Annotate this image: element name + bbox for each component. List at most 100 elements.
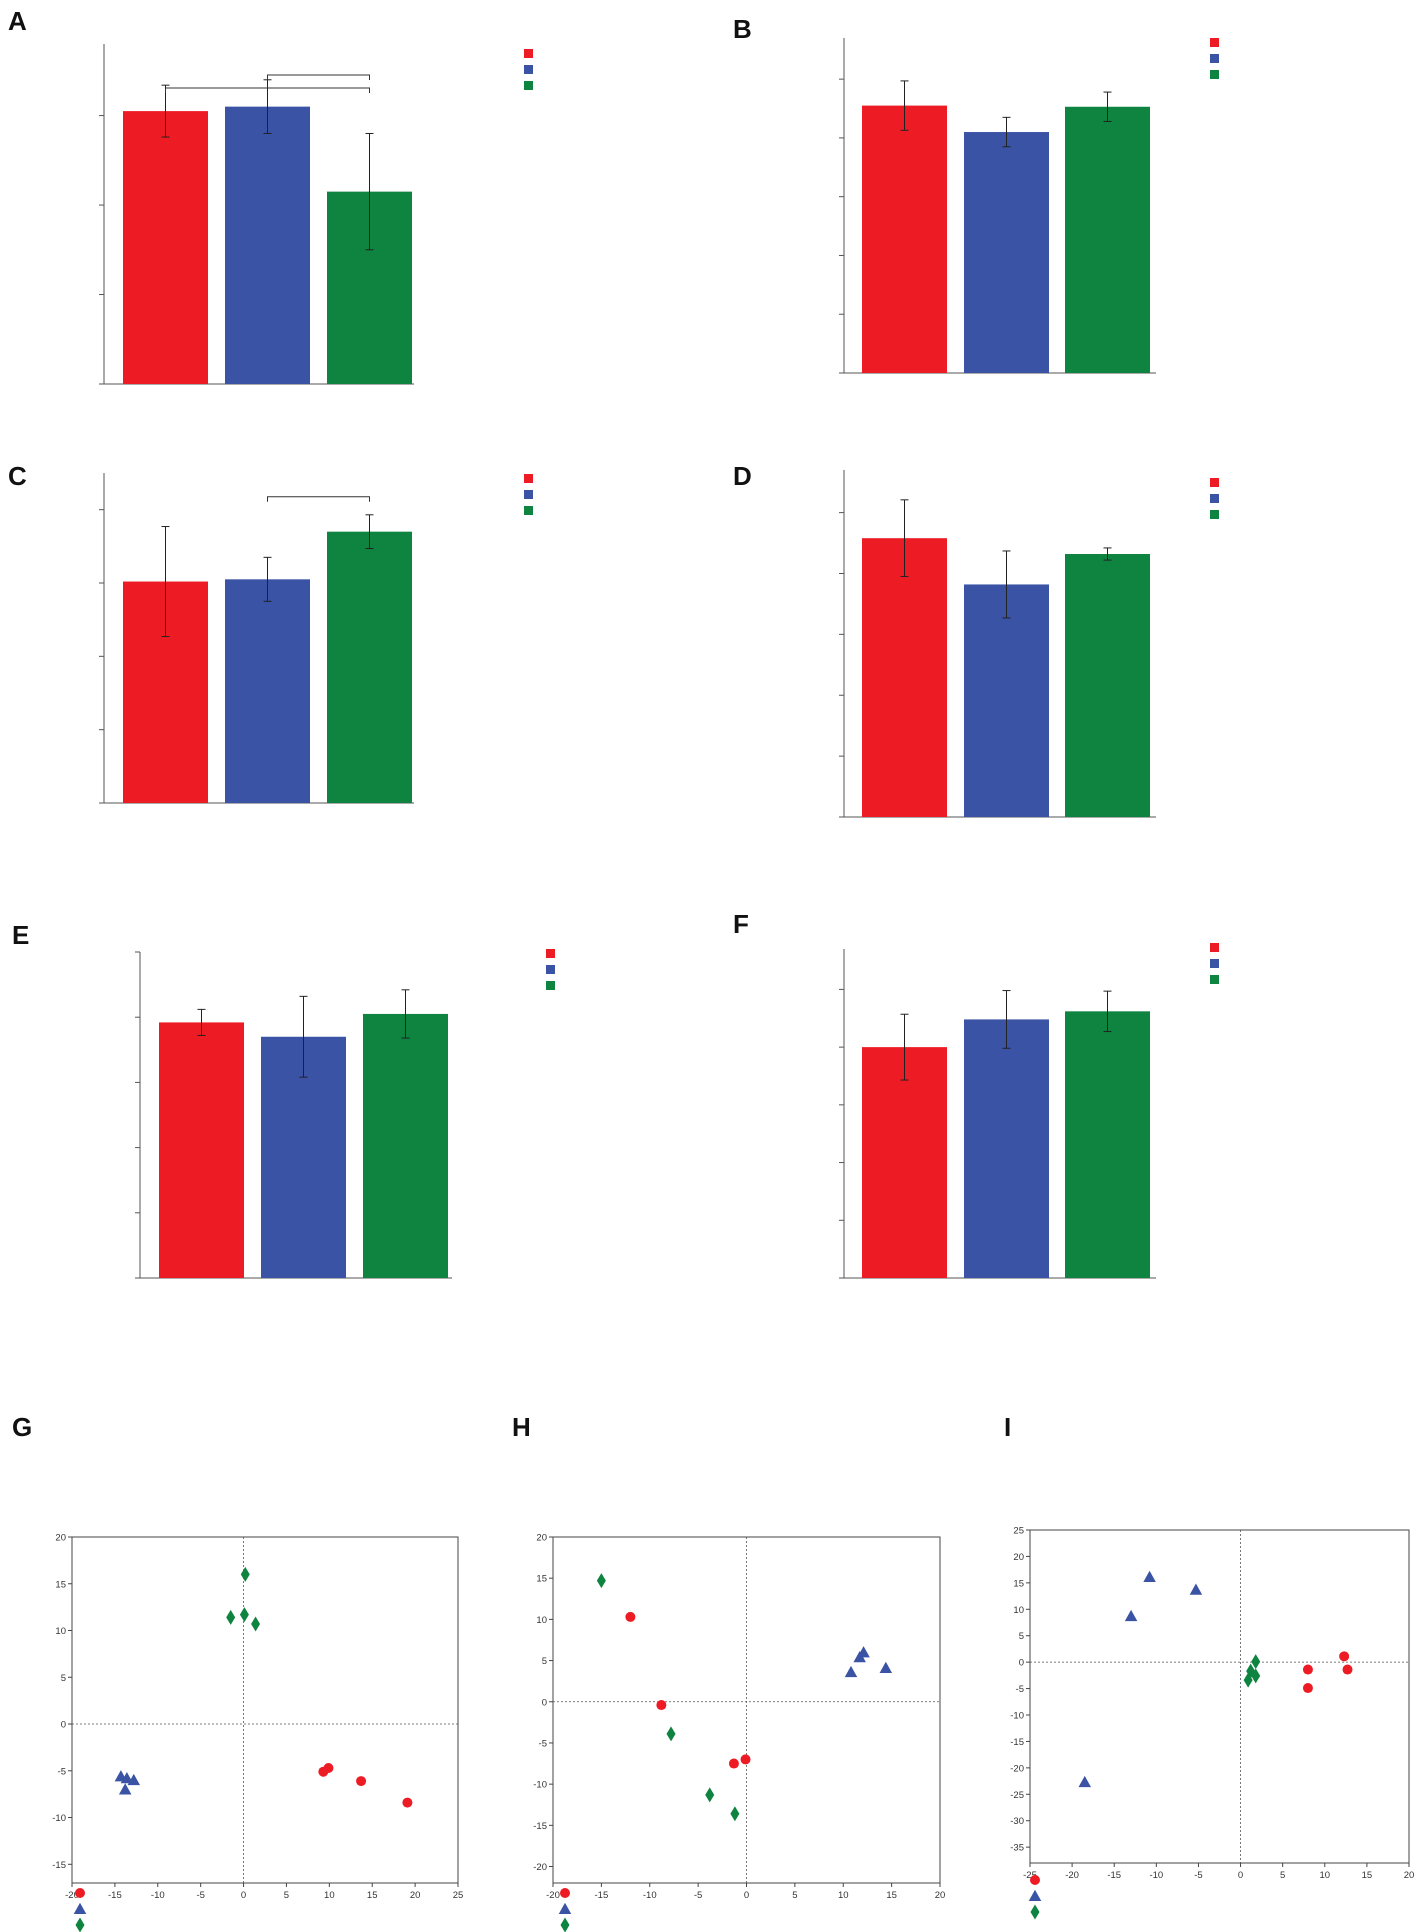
x-tick-label: -20	[546, 1890, 560, 1901]
bar-B18_control	[862, 538, 947, 817]
point-A14_treat	[251, 1616, 261, 1632]
x-tick-label: 0	[1238, 1870, 1243, 1881]
y-tick-label: -15	[52, 1860, 66, 1871]
bar-B18_model	[225, 579, 310, 803]
significance-bracket	[165, 87, 370, 93]
x-tick-label: 5	[1280, 1870, 1285, 1881]
y-tick-label: -15	[1010, 1737, 1024, 1748]
point-A14_model	[120, 1772, 134, 1784]
ace-bar-chart-b22	[839, 943, 1219, 1279]
point-B22_model	[1143, 1570, 1156, 1583]
bar-A14_control	[123, 111, 208, 385]
legend-swatch	[546, 949, 555, 958]
plot-frame	[71, 1536, 459, 1884]
y-tick-label: 15	[55, 1579, 66, 1590]
y-tick-label: -10	[52, 1813, 66, 1824]
y-tick-label: 20	[55, 1533, 66, 1544]
plsda-scatter-a14: -20 -15 -10 -5 0 5 10 15 20 25 -15 -10 -5 0 5 10 15 20	[52, 1533, 463, 1932]
point-A14_control	[323, 1762, 334, 1773]
bar-A14_control	[862, 105, 947, 374]
legend-swatch	[1210, 54, 1219, 63]
panel-label-i: I	[1004, 1412, 1012, 1442]
bar-B22_treat	[1065, 1011, 1150, 1278]
point-B22_control	[1302, 1664, 1313, 1675]
y-tick-label: 10	[55, 1626, 66, 1637]
bar-B22_treat	[363, 1013, 448, 1278]
legend-marker	[75, 1888, 85, 1898]
y-tick-label: 0	[1019, 1658, 1024, 1669]
x-tick-label: 5	[284, 1890, 289, 1901]
legend-swatch	[524, 490, 533, 499]
plsda-scatter-b18: -20 -15 -10 -5 0 5 10 15 20 -20 -15 -10 -5 0 5 10 15 20	[533, 1533, 946, 1932]
panel-label-d: D	[733, 461, 752, 491]
x-tick-label: 5	[792, 1890, 797, 1901]
point-B18_treat	[596, 1573, 606, 1589]
legend-swatch	[1210, 478, 1219, 487]
point-A14_model	[127, 1773, 141, 1786]
legend-swatch	[1210, 959, 1219, 968]
y-tick-label: -20	[533, 1862, 547, 1873]
legend-swatch	[1210, 38, 1219, 47]
legend-swatch	[1210, 70, 1219, 79]
x-tick-label: -10	[1149, 1870, 1163, 1881]
x-tick-label: -15	[595, 1890, 609, 1901]
x-tick-label: 15	[1362, 1870, 1373, 1881]
point-A14_treat	[240, 1566, 250, 1582]
point-B18_model	[844, 1665, 858, 1678]
y-tick-label: -5	[539, 1738, 547, 1749]
y-tick-label: -10	[1010, 1711, 1024, 1722]
x-tick-label: 20	[935, 1890, 946, 1901]
point-B22_model	[1189, 1583, 1203, 1595]
y-tick-label: 5	[61, 1673, 66, 1684]
x-tick-label: 15	[886, 1890, 897, 1901]
point-B18_control	[728, 1758, 739, 1769]
legend-swatch	[1210, 943, 1219, 952]
y-tick-label: 20	[1013, 1552, 1024, 1563]
y-tick-label: 15	[1013, 1578, 1024, 1589]
legend-marker	[1030, 1875, 1040, 1885]
bar-A14_model	[964, 132, 1049, 373]
x-tick-label: -5	[694, 1890, 702, 1901]
point-B22_treat	[1243, 1672, 1253, 1688]
legend-swatch	[524, 81, 533, 90]
ace-bar-chart-b18	[839, 470, 1219, 818]
x-tick-label: -10	[151, 1890, 165, 1901]
point-B18_treat	[666, 1726, 676, 1742]
y-tick-label: -20	[1010, 1763, 1024, 1774]
legend-swatch	[524, 506, 533, 515]
point-A14_model	[118, 1783, 132, 1795]
x-tick-label: -15	[1107, 1870, 1121, 1881]
point-A14_treat	[239, 1607, 249, 1623]
x-tick-label: 10	[1319, 1870, 1330, 1881]
panel-label-e: E	[12, 920, 30, 950]
significance-bracket	[267, 74, 370, 80]
point-B22_control	[1302, 1683, 1313, 1694]
y-tick-label: -25	[1010, 1790, 1024, 1801]
x-tick-label: 10	[324, 1890, 335, 1901]
legend-swatch	[1210, 510, 1219, 519]
y-tick-label: 15	[536, 1574, 547, 1585]
legend-swatch	[546, 981, 555, 990]
point-B22_control	[1342, 1664, 1353, 1675]
legend-marker	[75, 1917, 85, 1932]
point-A14_treat	[226, 1609, 236, 1625]
bar-A14_model	[225, 106, 310, 384]
point-B18_control	[740, 1754, 751, 1765]
panel-label-g: G	[12, 1412, 33, 1442]
legend-swatch	[1210, 975, 1219, 984]
panel-label-a: A	[8, 6, 27, 36]
panel-label-h: H	[512, 1412, 531, 1442]
panel-label-c: C	[8, 461, 27, 491]
panel-label-b: B	[733, 14, 752, 44]
y-tick-label: -5	[1016, 1684, 1024, 1695]
point-B18_model	[879, 1661, 893, 1673]
ace-bar-chart-a14	[839, 38, 1219, 374]
x-tick-label: 20	[410, 1890, 421, 1901]
legend-marker	[560, 1917, 570, 1932]
panel-label-f: F	[733, 909, 749, 939]
x-tick-label: -10	[643, 1890, 657, 1901]
x-tick-label: 10	[838, 1890, 849, 1901]
y-tick-label: 25	[1013, 1526, 1024, 1537]
shannon-bar-chart-b18	[99, 473, 533, 804]
y-tick-label: 0	[61, 1720, 66, 1731]
